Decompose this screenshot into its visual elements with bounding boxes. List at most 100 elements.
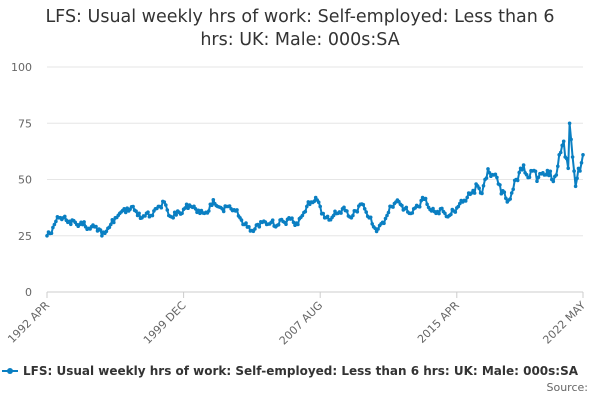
source-label: Source: bbox=[546, 381, 589, 394]
data-point bbox=[137, 211, 141, 216]
data-point bbox=[564, 156, 569, 161]
data-point bbox=[569, 137, 573, 142]
data-point bbox=[150, 213, 155, 218]
x-tick-label: 1992 APR bbox=[5, 299, 52, 346]
data-point bbox=[325, 214, 330, 219]
data-point bbox=[527, 175, 532, 180]
data-point bbox=[193, 207, 198, 211]
data-point bbox=[558, 150, 563, 155]
data-point bbox=[423, 196, 428, 201]
data-point bbox=[207, 209, 211, 213]
data-point bbox=[502, 190, 507, 194]
data-point bbox=[82, 220, 86, 224]
data-point bbox=[110, 218, 115, 222]
data-point bbox=[487, 171, 492, 175]
data-point bbox=[364, 210, 369, 214]
data-point bbox=[536, 175, 541, 180]
data-point bbox=[122, 207, 126, 211]
data-point bbox=[80, 222, 85, 227]
data-point bbox=[112, 220, 116, 225]
data-point bbox=[221, 209, 226, 214]
data-point bbox=[495, 175, 499, 180]
data-point bbox=[504, 196, 508, 201]
y-tick-label: 0 bbox=[25, 286, 32, 299]
data-point bbox=[198, 211, 202, 216]
data-point bbox=[386, 210, 391, 215]
data-point bbox=[581, 153, 585, 157]
data-point bbox=[172, 210, 177, 215]
data-point bbox=[509, 191, 514, 195]
data-point bbox=[45, 234, 49, 238]
data-point bbox=[463, 199, 468, 203]
data-point bbox=[270, 218, 275, 222]
y-tick-label: 50 bbox=[18, 174, 32, 187]
data-point bbox=[400, 203, 404, 208]
data-point bbox=[370, 222, 375, 226]
data-point bbox=[104, 229, 109, 234]
data-point bbox=[180, 211, 184, 216]
data-point bbox=[566, 166, 570, 171]
legend[interactable]: LFS: Usual weekly hrs of work: Self-empl… bbox=[2, 364, 600, 378]
data-point bbox=[164, 203, 168, 207]
chart-title-line-1: LFS: Usual weekly hrs of work: Self-empl… bbox=[45, 7, 555, 27]
data-point bbox=[165, 208, 170, 212]
data-point bbox=[290, 216, 294, 220]
data-point bbox=[125, 206, 129, 210]
data-point bbox=[560, 143, 564, 148]
y-tick-label: 100 bbox=[11, 61, 32, 74]
data-point bbox=[331, 213, 336, 218]
chart-title-line-2: hrs: UK: Male: 000s:SA bbox=[200, 30, 400, 50]
data-point bbox=[321, 211, 326, 216]
data-point bbox=[239, 218, 244, 222]
data-point bbox=[49, 231, 54, 235]
data-point bbox=[382, 221, 386, 226]
data-point bbox=[576, 166, 581, 171]
data-point bbox=[171, 216, 175, 220]
x-tick-label: 1999 DEC bbox=[141, 299, 189, 347]
data-point bbox=[244, 221, 248, 225]
data-point bbox=[425, 202, 429, 207]
data-point bbox=[123, 210, 128, 215]
data-point bbox=[134, 209, 138, 213]
data-point bbox=[143, 214, 147, 218]
data-point bbox=[361, 202, 366, 207]
data-point bbox=[184, 202, 189, 207]
data-point bbox=[410, 211, 415, 215]
data-point bbox=[159, 205, 164, 210]
data-point bbox=[385, 213, 389, 218]
data-point bbox=[548, 169, 553, 174]
data-point bbox=[484, 176, 489, 180]
data-point bbox=[419, 198, 424, 203]
data-point bbox=[253, 227, 257, 231]
data-point bbox=[54, 219, 58, 224]
data-point bbox=[300, 213, 305, 218]
data-point bbox=[146, 210, 150, 214]
y-tick-label: 75 bbox=[18, 117, 32, 130]
data-point bbox=[533, 169, 538, 174]
data-point bbox=[472, 191, 477, 195]
data-point bbox=[391, 205, 395, 209]
data-point bbox=[431, 206, 435, 211]
data-point bbox=[186, 206, 190, 210]
data-point bbox=[579, 161, 584, 165]
data-point bbox=[493, 172, 498, 177]
data-point bbox=[508, 197, 512, 201]
data-point bbox=[443, 211, 447, 216]
data-point bbox=[69, 222, 73, 227]
data-point bbox=[556, 164, 560, 169]
data-point bbox=[453, 210, 458, 214]
data-point bbox=[554, 173, 559, 177]
data-point bbox=[316, 200, 321, 204]
data-point bbox=[567, 121, 572, 126]
data-point bbox=[545, 168, 550, 173]
data-point bbox=[296, 222, 300, 227]
data-point bbox=[220, 207, 224, 211]
chart-title: LFS: Usual weekly hrs of work: Self-empl… bbox=[0, 6, 600, 52]
data-point bbox=[303, 209, 308, 214]
x-tick-label: 2007 AUG bbox=[277, 299, 326, 348]
data-point bbox=[247, 225, 251, 229]
data-point bbox=[521, 163, 526, 167]
data-point bbox=[397, 199, 401, 204]
data-point bbox=[109, 222, 113, 227]
legend-marker-icon bbox=[2, 366, 18, 376]
